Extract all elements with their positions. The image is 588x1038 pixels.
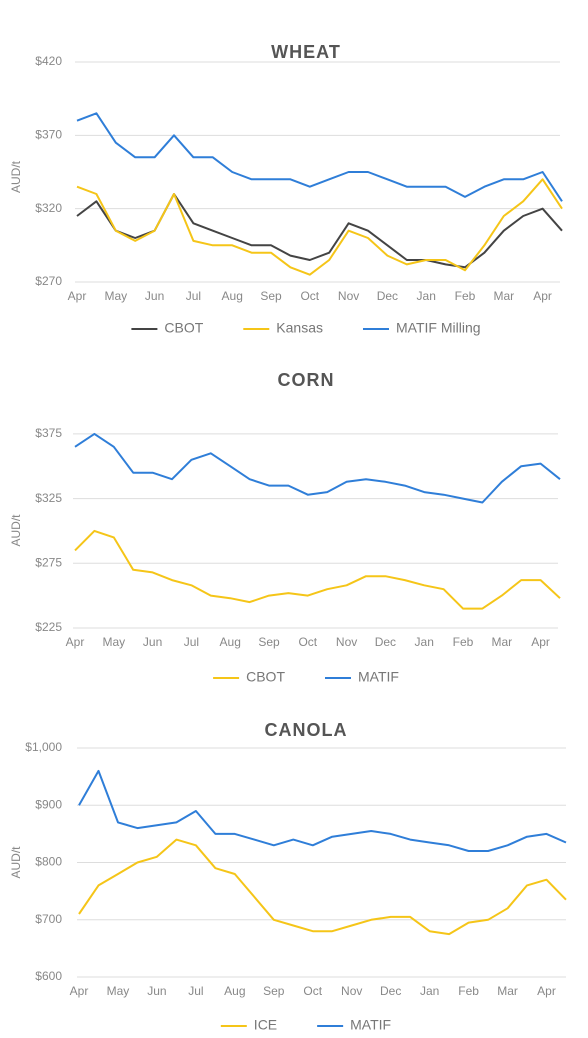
x-tick-label: Apr <box>531 635 550 649</box>
x-tick-label: May <box>104 289 127 303</box>
series-line <box>74 432 561 504</box>
series-line <box>78 769 567 852</box>
legend-label: MATIF <box>358 669 399 685</box>
legend-label: MATIF Milling <box>396 320 481 336</box>
x-tick-label: Dec <box>375 635 396 649</box>
x-tick-label: Dec <box>377 289 398 303</box>
x-tick-label: Jun <box>145 289 164 303</box>
x-tick-label: Nov <box>341 984 362 998</box>
x-tick-label: Jan <box>415 635 434 649</box>
y-axis-label: AUD/t <box>9 160 23 193</box>
x-tick-label: Feb <box>453 635 474 649</box>
x-tick-label: Mar <box>493 289 514 303</box>
y-tick-label: $325 <box>35 491 62 505</box>
y-tick-label: $370 <box>35 128 62 142</box>
series-line <box>76 178 563 276</box>
y-tick-label: $270 <box>35 274 62 288</box>
legend-label: ICE <box>254 1017 277 1033</box>
y-tick-label: $700 <box>35 912 62 926</box>
y-tick-label: $375 <box>35 426 62 440</box>
x-tick-label: Oct <box>303 984 322 998</box>
x-tick-label: Jan <box>417 289 436 303</box>
x-tick-label: Aug <box>220 635 241 649</box>
x-tick-label: Sep <box>258 635 280 649</box>
x-tick-label: Mar <box>497 984 518 998</box>
x-tick-label: Jan <box>420 984 439 998</box>
series-line <box>76 193 563 269</box>
x-tick-label: Nov <box>336 635 357 649</box>
y-tick-label: $1,000 <box>25 740 62 754</box>
x-tick-label: Sep <box>260 289 282 303</box>
x-tick-label: Dec <box>380 984 401 998</box>
x-tick-label: Oct <box>298 635 317 649</box>
y-tick-label: $420 <box>35 54 62 68</box>
legend-label: Kansas <box>276 320 323 336</box>
x-tick-label: Apr <box>537 984 556 998</box>
chart-title: CANOLA <box>265 720 348 740</box>
legend: ICE MATIF <box>220 1017 391 1033</box>
x-tick-label: Nov <box>338 289 359 303</box>
x-tick-label: Aug <box>222 289 243 303</box>
chart-title: CORN <box>278 370 335 390</box>
x-tick-label: Jun <box>143 635 162 649</box>
legend: CBOT MATIF <box>213 669 399 685</box>
x-tick-label: Oct <box>300 289 319 303</box>
y-tick-label: $320 <box>35 201 62 215</box>
x-tick-label: Jun <box>147 984 166 998</box>
x-tick-label: May <box>107 984 130 998</box>
y-tick-label: $600 <box>35 969 62 983</box>
series-line <box>78 838 567 936</box>
y-tick-label: $275 <box>35 555 62 569</box>
x-tick-label: Apr <box>70 984 89 998</box>
legend: CBOT Kansas MATIF Milling <box>131 320 481 336</box>
series-line <box>76 112 563 202</box>
x-tick-label: May <box>102 635 125 649</box>
x-tick-label: Apr <box>68 289 87 303</box>
x-tick-label: Feb <box>458 984 479 998</box>
x-tick-label: Mar <box>491 635 512 649</box>
x-tick-label: Jul <box>184 635 199 649</box>
y-axis-label: AUD/t <box>9 846 23 879</box>
x-tick-label: Apr <box>533 289 552 303</box>
x-tick-label: Jul <box>186 289 201 303</box>
y-tick-label: $900 <box>35 797 62 811</box>
x-tick-label: Apr <box>66 635 85 649</box>
chart-title: WHEAT <box>271 42 341 62</box>
legend-label: CBOT <box>164 320 203 336</box>
y-axis-label: AUD/t <box>9 514 23 547</box>
y-tick-label: $800 <box>35 855 62 869</box>
x-tick-label: Sep <box>263 984 285 998</box>
x-tick-label: Feb <box>455 289 476 303</box>
x-tick-label: Jul <box>188 984 203 998</box>
x-tick-label: Aug <box>224 984 245 998</box>
y-tick-label: $225 <box>35 620 62 634</box>
legend-label: CBOT <box>246 669 285 685</box>
legend-label: MATIF <box>350 1017 391 1033</box>
series-line <box>74 529 561 610</box>
